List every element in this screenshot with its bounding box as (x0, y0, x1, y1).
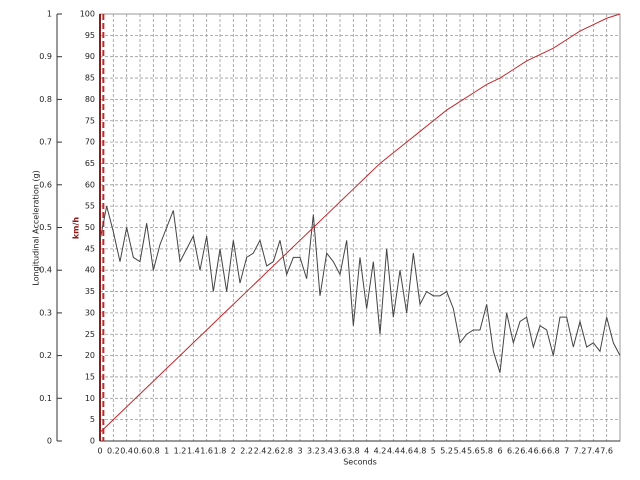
y-tick-label: 0 (47, 437, 52, 446)
y2-tick-label: 70 (85, 138, 95, 147)
x-tick-label: 0 (97, 447, 102, 456)
x-tick-label: 6.8 (547, 447, 560, 456)
x-tick-label: 2.8 (280, 447, 293, 456)
x-tick-label: 4 (364, 447, 369, 456)
y2-tick-label: 35 (85, 287, 95, 296)
y-tick-label: 0.9 (39, 52, 52, 61)
y-axis-label: Longitudinal Acceleration (g) (32, 170, 41, 285)
x-tick-label: 3.6 (334, 447, 347, 456)
y2-tick-label: 15 (85, 372, 95, 381)
data-line (99, 13, 621, 433)
x-tick-label: 5.2 (440, 447, 453, 456)
y-tick-label: 0.4 (39, 266, 52, 275)
x-tick-label: 5.4 (454, 447, 467, 456)
x-tick-label: 0.6 (134, 447, 147, 456)
x-tick-label: 5.6 (467, 447, 480, 456)
y2-tick-label: 20 (85, 351, 95, 360)
x-tick-label: 3.4 (320, 447, 333, 456)
y2-tick-label: 40 (85, 266, 95, 275)
x-tick-label: 2.4 (254, 447, 267, 456)
y2-tick-label: 65 (85, 159, 95, 168)
x-tick-label: 2 (231, 447, 236, 456)
x-tick-label: 7.6 (600, 447, 613, 456)
x-tick-label: 6 (497, 447, 502, 456)
x-tick-label: 4.6 (400, 447, 413, 456)
x-tick-label: 2.6 (267, 447, 280, 456)
y2-tick-label: 60 (85, 180, 95, 189)
x-tick-label: 7.2 (574, 447, 587, 456)
y2-tick-label: 95 (85, 31, 95, 40)
y-tick-label: 1 (47, 10, 52, 19)
y2-tick-label: 85 (85, 74, 95, 83)
y2-tick-label: 10 (85, 394, 95, 403)
x-axis-label: Seconds (343, 458, 377, 467)
y2-tick-label: 30 (85, 308, 95, 317)
x-tick-label: 4.4 (387, 447, 400, 456)
x-tick-label: 0.2 (107, 447, 120, 456)
y-tick-label: 0.2 (39, 351, 52, 360)
x-tick-label: 1 (164, 447, 169, 456)
y2-tick-label: 80 (85, 95, 95, 104)
x-tick-label: 1.6 (200, 447, 213, 456)
y2-tick-label: 45 (85, 244, 95, 253)
y2-tick-label: 75 (85, 116, 95, 125)
x-tick-label: 5 (431, 447, 436, 456)
x-tick-label: 1.4 (187, 447, 200, 456)
x-tick-label: 1.2 (174, 447, 187, 456)
x-tick-label: 6.6 (534, 447, 547, 456)
x-tick-label: 5.8 (480, 447, 493, 456)
x-tick-label: 3.2 (307, 447, 320, 456)
x-tick-label: 7 (564, 447, 569, 456)
y2-tick-label: 25 (85, 330, 95, 339)
x-tick-label: 4.2 (374, 447, 387, 456)
data-line (99, 206, 621, 373)
y2-tick-label: 55 (85, 202, 95, 211)
x-tick-label: 6.4 (520, 447, 533, 456)
x-tick-label: 1.8 (214, 447, 227, 456)
y2-tick-label: 100 (80, 10, 95, 19)
y2-tick-label: 5 (90, 415, 95, 424)
y2-tick-label: 90 (85, 52, 95, 61)
x-tick-label: 0.8 (147, 447, 160, 456)
y-tick-label: 0.3 (39, 308, 52, 317)
x-tick-label: 3 (297, 447, 302, 456)
y-tick-label: 0.8 (39, 95, 52, 104)
x-tick-label: 4.8 (414, 447, 427, 456)
y-tick-label: 0.6 (39, 180, 52, 189)
y-tick-label: 0.5 (39, 223, 52, 232)
y2-tick-label: 0 (90, 437, 95, 446)
y2-tick-label: 50 (85, 223, 95, 232)
y-tick-label: 0.7 (39, 138, 52, 147)
x-tick-label: 3.8 (347, 447, 360, 456)
x-tick-label: 2.2 (240, 447, 253, 456)
x-tick-label: 6.2 (507, 447, 520, 456)
x-tick-label: 7.4 (587, 447, 600, 456)
y-tick-label: 0.1 (39, 394, 52, 403)
y2-axis-label: km/h (72, 217, 81, 240)
x-tick-label: 0.4 (120, 447, 133, 456)
